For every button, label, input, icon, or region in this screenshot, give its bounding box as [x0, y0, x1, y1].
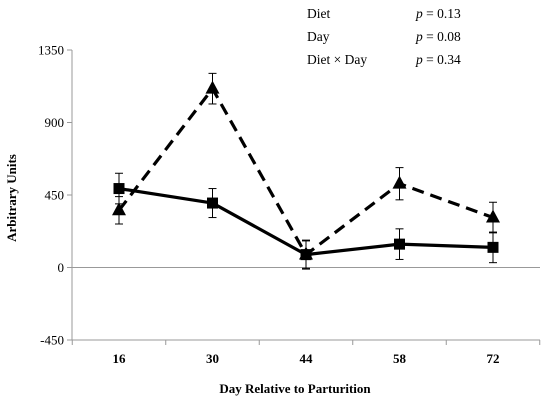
- y-tick-label: 0: [58, 260, 65, 275]
- data-point-triangle: [205, 80, 220, 94]
- series-triangle: [112, 72, 500, 270]
- x-tick-label: 72: [487, 351, 500, 366]
- x-tick-label: 16: [113, 351, 127, 366]
- series-line: [117, 87, 494, 257]
- y-tick-label: -450: [40, 333, 64, 348]
- stat-p-number: = 0.34: [423, 52, 461, 67]
- stat-p-number: = 0.13: [423, 6, 461, 21]
- data-point-triangle: [112, 202, 126, 216]
- stat-p-symbol: p: [415, 52, 423, 67]
- data-point-triangle: [486, 209, 500, 223]
- stats-annotation: Diet p = 0.13 Day p = 0.08 Diet × Day p = 0.3…: [307, 6, 461, 67]
- stat-p-symbol: p: [415, 29, 423, 44]
- stat-term: Diet × Day: [307, 52, 367, 67]
- y-tick-label: 1350: [38, 43, 64, 58]
- data-point-square: [207, 197, 218, 209]
- y-tick-label: 900: [45, 115, 65, 130]
- data-point-triangle: [392, 175, 407, 189]
- series-layer: [112, 72, 500, 270]
- data-point-square: [394, 238, 405, 250]
- axes: -450 0 450 900 1350 16 30 44 58 72: [38, 43, 541, 366]
- data-point-square: [487, 241, 499, 253]
- stat-term: Day: [307, 29, 330, 44]
- stat-p-number: = 0.08: [423, 29, 461, 44]
- stat-p-symbol: p: [415, 6, 423, 21]
- stat-p-value: p = 0.13: [415, 6, 461, 21]
- stat-p-value: p = 0.34: [415, 52, 461, 67]
- data-point-triangle: [299, 246, 313, 260]
- stat-term: Diet: [307, 6, 330, 21]
- y-tick-label: 450: [45, 188, 65, 203]
- y-axis-title: Arbitrary Units: [4, 154, 19, 242]
- x-tick-label: 30: [206, 351, 219, 366]
- x-axis-title: Day Relative to Parturition: [219, 381, 371, 396]
- data-point-square: [113, 183, 125, 195]
- x-tick-label: 58: [393, 351, 407, 366]
- stat-p-value: p = 0.08: [415, 29, 461, 44]
- x-tick-label: 44: [300, 351, 314, 366]
